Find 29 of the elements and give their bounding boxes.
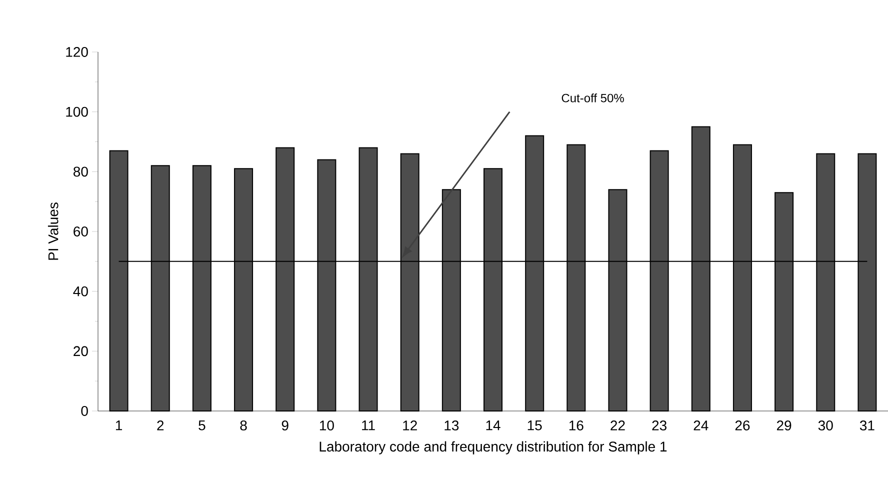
y-tick-label: 40: [73, 286, 88, 296]
x-tick-label: 9: [282, 420, 288, 430]
x-tick-label: 10: [320, 420, 334, 430]
x-tick-label: 16: [569, 420, 584, 430]
x-tick-label: 23: [652, 420, 666, 430]
x-tick-label: 13: [444, 420, 459, 430]
x-tick-label: 15: [528, 420, 542, 430]
x-tick-label: 26: [735, 420, 750, 430]
x-tick-label: 11: [362, 420, 375, 430]
x-tick-label: 22: [610, 420, 625, 430]
x-tick-label: 12: [403, 420, 417, 430]
y-tick-label: 60: [74, 226, 88, 236]
x-axis-title: Laboratory code and frequency distribution for Sample 1: [320, 441, 667, 454]
x-tick-label: 29: [776, 420, 792, 430]
x-tick-label: 24: [694, 420, 708, 430]
y-axis-title: PI Values: [48, 202, 58, 260]
x-tick-label: 30: [818, 420, 833, 430]
y-tick-label: 20: [74, 346, 88, 356]
ref-line-label: Cut-off 50%: [562, 94, 624, 102]
x-tick-label: 14: [486, 420, 500, 430]
x-tick-label: 5: [198, 420, 206, 430]
y-tick-label: 100: [66, 106, 88, 117]
x-tick-label: 8: [240, 420, 247, 430]
x-tick-label: 1: [116, 420, 122, 430]
x-tick-label: 31: [860, 420, 874, 430]
x-tick-label: 2: [157, 420, 164, 430]
y-tick-label: 80: [74, 166, 88, 177]
y-tick-label: 0: [81, 406, 88, 416]
y-tick-label: 120: [66, 47, 88, 57]
